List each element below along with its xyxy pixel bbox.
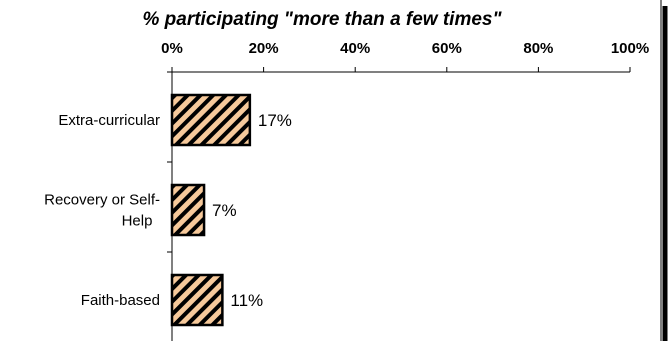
- chart-title: % participating "more than a few times": [142, 9, 502, 30]
- x-tick-label: 60%: [432, 40, 462, 57]
- bar: [170, 93, 252, 147]
- category-label: Recovery or Self- Help: [44, 192, 160, 230]
- bar: [170, 273, 224, 327]
- x-tick-label: 20%: [249, 40, 279, 57]
- category-label: Extra-curricular: [58, 112, 160, 129]
- data-label: 17%: [258, 111, 292, 130]
- data-label: 11%: [230, 291, 263, 310]
- data-label: 7%: [212, 201, 237, 220]
- axis-layer: 0% 20% 40% 60% 80% 100% Extra-curricular Recove…: [44, 40, 649, 341]
- category-label: Faith-based: [81, 292, 160, 309]
- x-tick-label: 0%: [161, 40, 183, 57]
- x-tick-label: 100%: [611, 40, 649, 57]
- category-label-line: Recovery or Self-: [44, 192, 160, 209]
- x-tick-label: 40%: [340, 40, 370, 57]
- bar: [170, 183, 206, 237]
- bar-layer: 17% 7% 11%: [170, 93, 292, 327]
- category-label-line: Help: [122, 213, 153, 230]
- x-tick-label: 80%: [523, 40, 553, 57]
